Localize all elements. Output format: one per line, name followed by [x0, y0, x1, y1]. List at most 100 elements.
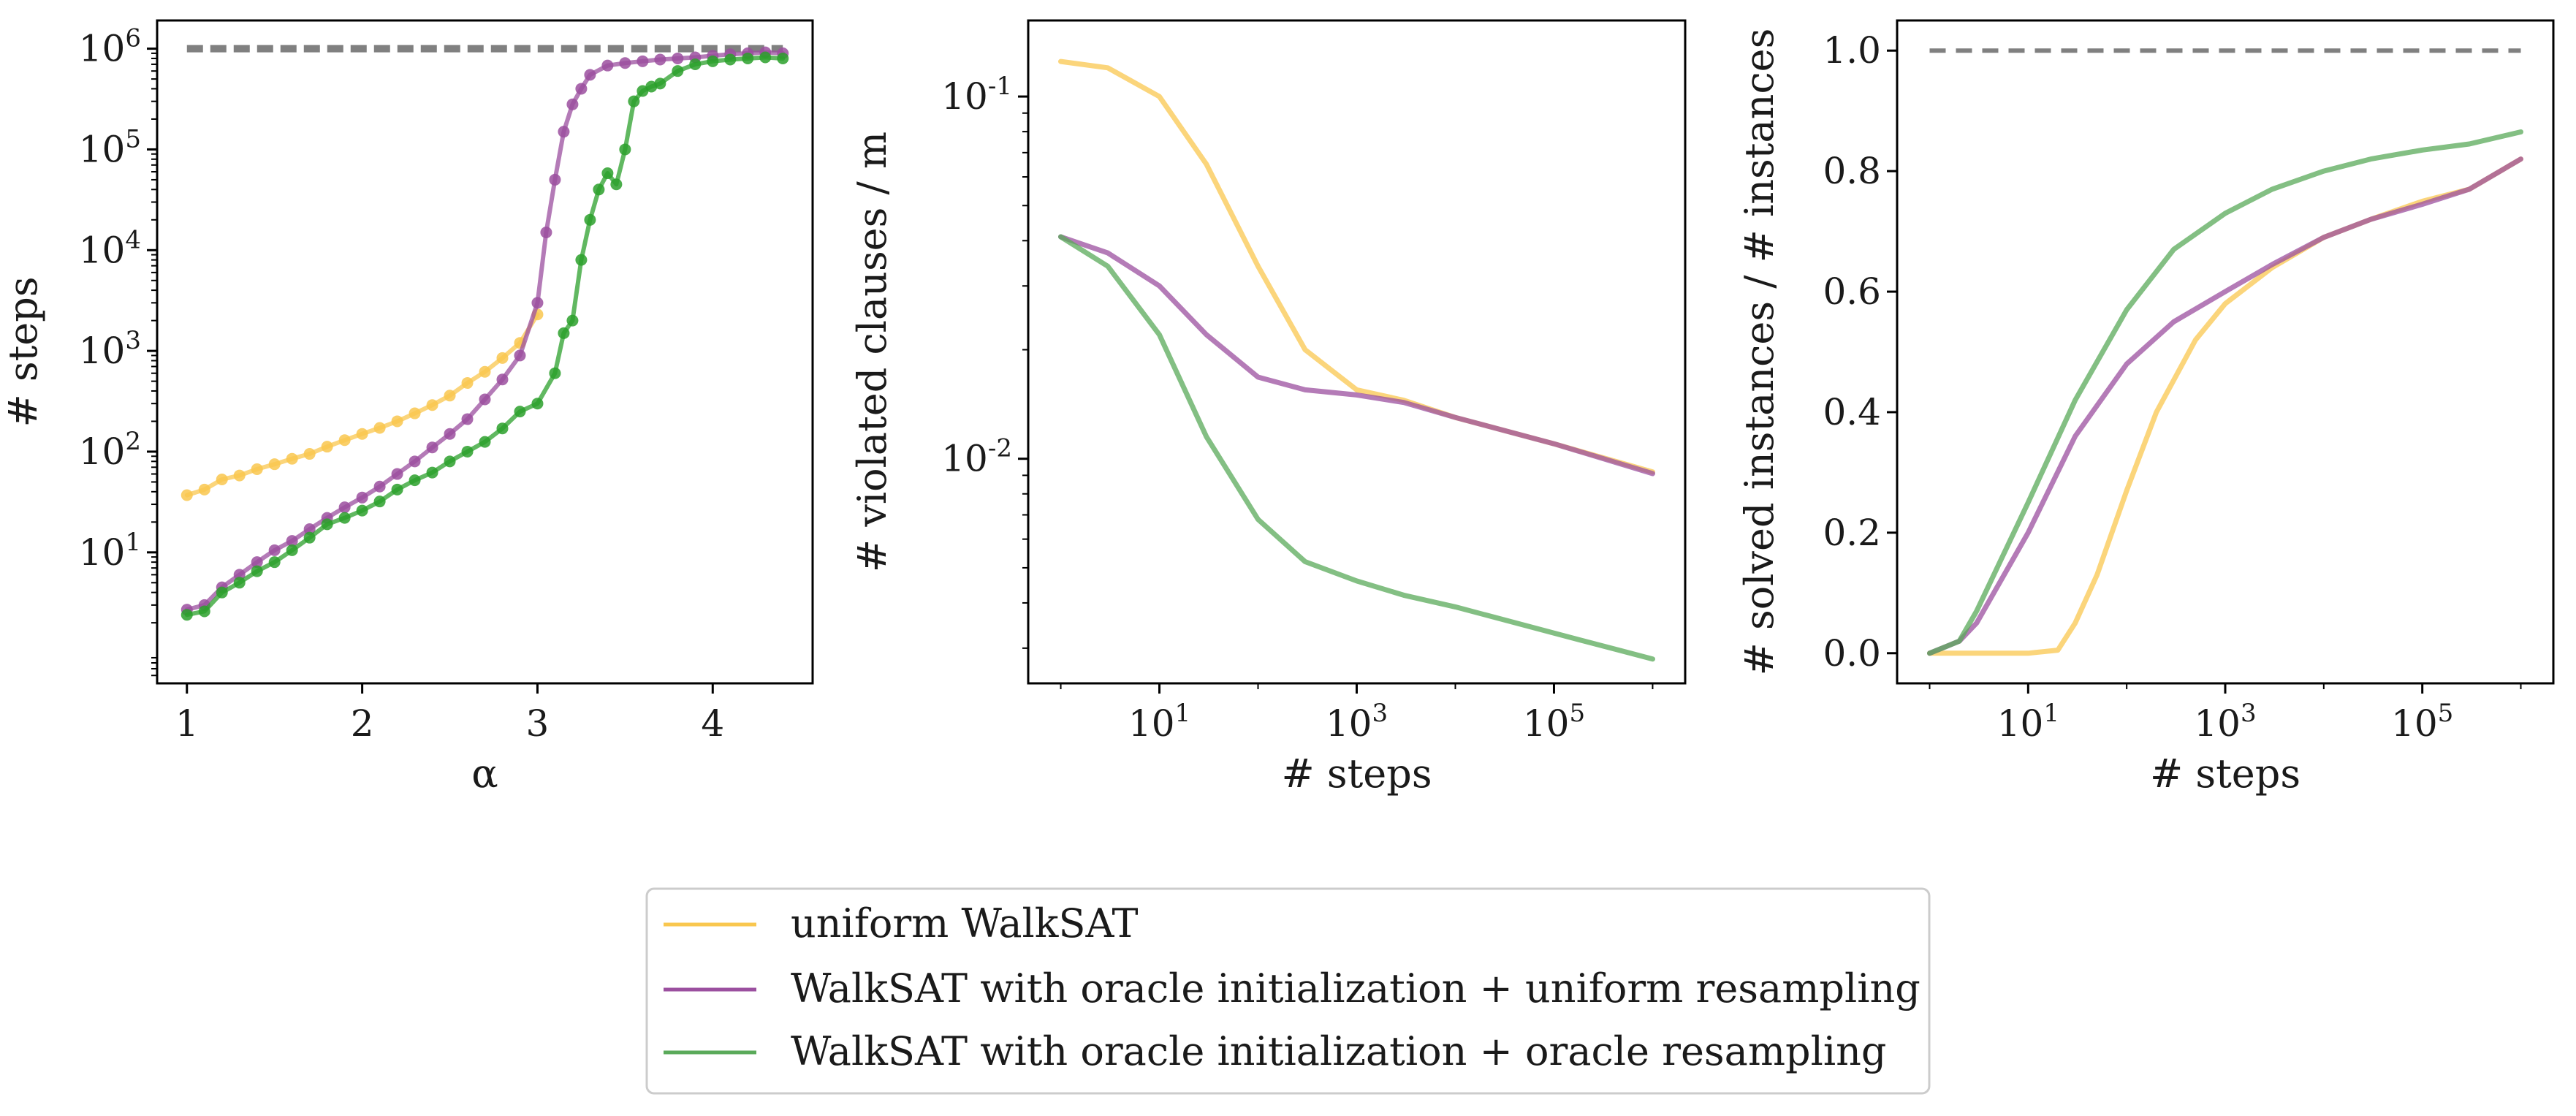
series-2-point	[444, 455, 456, 468]
series-1-point	[672, 52, 684, 64]
series-2-point	[479, 436, 491, 448]
series-2-point	[391, 483, 403, 496]
y-tick-label: 0.4	[1823, 391, 1881, 433]
series-2-point	[303, 531, 316, 544]
series-0-point	[268, 458, 281, 471]
series-line-0	[1058, 58, 1655, 475]
panel-solved-instances: 101 103 105 0.0 0.2 0.4 0.6 0.8 1.0 # steps # solv…	[1736, 19, 2555, 797]
y-tick-label: 0.6	[1823, 270, 1881, 313]
series-2-point	[373, 496, 386, 508]
series-2-point	[531, 398, 544, 410]
y-tick-label: 0.8	[1823, 150, 1881, 192]
series-2-point	[286, 544, 298, 556]
series-1-point	[549, 173, 561, 186]
series-0-point	[303, 448, 316, 460]
series-1-point	[303, 523, 316, 536]
x-tick-label: 103	[1326, 699, 1388, 745]
series-2-point	[610, 178, 623, 191]
series-0-point	[444, 390, 456, 402]
series-1-point	[409, 455, 421, 468]
series-1-point	[373, 480, 386, 493]
series-2-point	[601, 167, 614, 180]
series-2-point	[575, 254, 588, 266]
series-1-point	[566, 98, 579, 110]
x-tick-label: 101	[1128, 699, 1190, 745]
series-0-point	[251, 463, 263, 475]
series-2-point	[742, 52, 754, 64]
series-2-point	[321, 518, 333, 531]
series-0-point	[479, 365, 491, 378]
series-1-point	[531, 297, 544, 309]
series-0-point	[198, 483, 210, 496]
x-axis-label: # steps	[2150, 751, 2300, 797]
series-2-point	[654, 77, 666, 90]
series-line-2	[1927, 129, 2523, 656]
x-axis-label: # steps	[1281, 751, 1432, 797]
series-1-point	[426, 441, 438, 454]
series-2-point	[724, 53, 737, 66]
series-0-point	[286, 452, 298, 465]
x-tick-label: 103	[2194, 699, 2256, 745]
series-line-0	[1927, 156, 2523, 656]
series-1-point	[356, 491, 368, 504]
series-2-point	[251, 565, 263, 577]
series-line-1	[1927, 156, 2523, 656]
series-2-point	[566, 314, 579, 327]
series-1-point	[479, 393, 491, 406]
series-1-point	[619, 57, 631, 69]
series-1-point	[637, 55, 649, 67]
y-tick-label: 101	[79, 528, 141, 574]
x-axis-label: α	[471, 751, 498, 797]
series-0-point	[461, 377, 474, 390]
series-2-point	[759, 51, 772, 64]
y-tick-label: 10-1	[941, 72, 1012, 118]
series-1-point	[540, 227, 552, 239]
series-2-point	[461, 445, 474, 458]
series-2-point	[514, 406, 526, 418]
series-2-point	[338, 512, 351, 524]
series-2-point	[637, 85, 649, 97]
x-tick-label: 2	[351, 702, 374, 745]
series-1-point	[286, 535, 298, 547]
series-2-point	[233, 577, 246, 589]
series-2-point	[628, 95, 640, 107]
x-tick-label: 105	[2391, 699, 2453, 745]
series-line-1	[184, 50, 786, 612]
series-2-point	[619, 143, 631, 156]
series-2-point	[216, 586, 228, 599]
series-0-point	[496, 352, 509, 364]
series-2-point	[549, 367, 561, 379]
series-2-point	[268, 556, 281, 569]
series-2-point	[672, 65, 684, 77]
y-tick-label: 0.2	[1823, 512, 1881, 554]
y-tick-label: 0.0	[1823, 632, 1881, 675]
series-0-point	[373, 422, 386, 434]
series-2-point	[584, 213, 596, 226]
y-axis-label: # steps	[0, 276, 46, 427]
legend-label-uniform-walksat: uniform WalkSAT	[791, 900, 1139, 946]
series-0-point	[181, 489, 193, 501]
series-1-point	[558, 126, 570, 138]
series-0-point	[356, 428, 368, 440]
axes-frame	[1027, 19, 1687, 685]
panel-steps-vs-alpha: 1 2 3 4 101 102 103 104 105 106 α # steps	[0, 19, 814, 797]
series-line-2	[184, 55, 786, 618]
series-2-point	[496, 422, 509, 435]
x-tick-label: 1	[175, 702, 199, 745]
series-line-1	[1058, 234, 1655, 477]
series-1-point	[514, 349, 526, 362]
series-2-point	[558, 327, 570, 339]
y-tick-label: 106	[79, 24, 141, 70]
series-0-point	[216, 473, 228, 485]
legend-frame	[645, 887, 1931, 1095]
series-1-point	[268, 544, 281, 556]
y-tick-label: 104	[79, 225, 141, 271]
series-1-point	[251, 556, 263, 569]
series-1-point	[461, 413, 474, 425]
series-0-point	[391, 415, 403, 428]
x-tick-label: 3	[526, 702, 550, 745]
series-0-point	[338, 434, 351, 447]
series-0-point	[426, 399, 438, 411]
series-1-point	[496, 373, 509, 386]
